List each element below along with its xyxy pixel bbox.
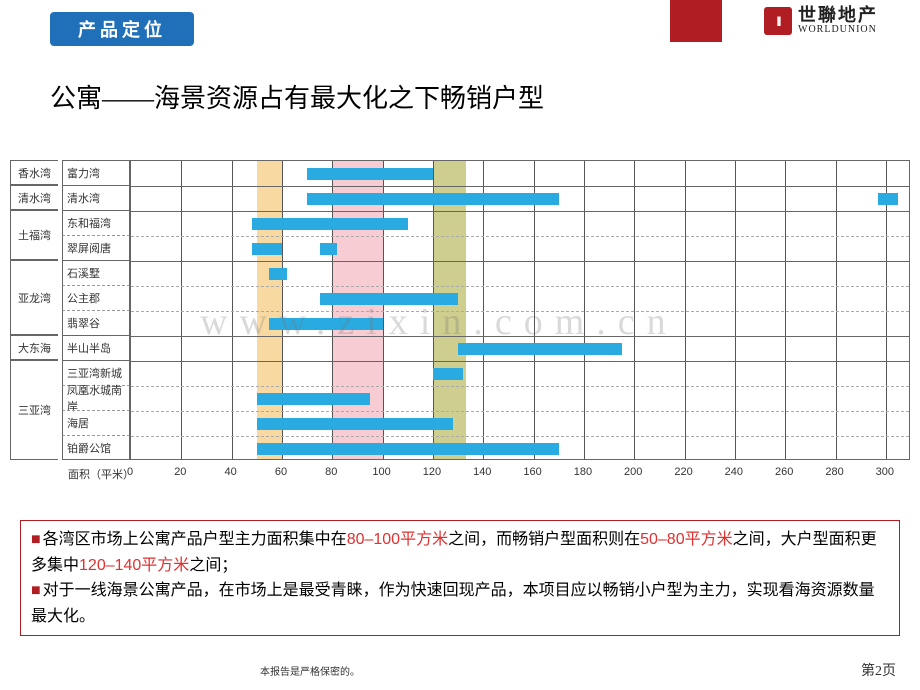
logo-mark-icon: ||||| — [764, 7, 792, 35]
chart-x-tick: 180 — [574, 466, 592, 478]
logo-en: WORLDUNION — [798, 24, 878, 36]
chart-x-tick: 160 — [523, 466, 541, 478]
section-tag: 产品定位 — [50, 12, 194, 46]
bullet-icon: ■ — [31, 531, 41, 548]
chart-row-divider — [131, 286, 909, 287]
chart-x-tick: 240 — [725, 466, 743, 478]
chart-row-divider — [131, 261, 909, 262]
chart-row-divider — [131, 411, 909, 412]
chart-row-label: 富力湾 — [62, 160, 130, 185]
chart-gridline — [383, 161, 384, 459]
bullet-icon: ■ — [31, 582, 41, 599]
page-title: 公寓——海景资源占有最大化之下畅销户型 — [50, 78, 544, 115]
chart-gridline — [785, 161, 786, 459]
chart-row-divider — [131, 311, 909, 312]
chart-gridline — [232, 161, 233, 459]
chart-bar — [878, 193, 898, 205]
chart-gridline — [584, 161, 585, 459]
chart-row-divider — [131, 361, 909, 362]
chart-x-tick: 300 — [876, 466, 894, 478]
chart-row-label: 清水湾 — [62, 185, 130, 210]
chart-x-tick: 100 — [372, 466, 390, 478]
chart-row-label: 翠屏阅唐 — [62, 235, 130, 260]
chart-x-tick: 200 — [624, 466, 642, 478]
chart-gridline — [433, 161, 434, 459]
chart-bar — [257, 418, 453, 430]
chart-row-label: 海居 — [62, 410, 130, 435]
chart-x-tick: 80 — [325, 466, 337, 478]
chart-x-tick: 140 — [473, 466, 491, 478]
chart-group-label: 三亚湾 — [10, 360, 58, 460]
chart-group-label: 土福湾 — [10, 210, 58, 260]
chart-row-divider — [131, 211, 909, 212]
chart-x-tick: 260 — [775, 466, 793, 478]
chart-row-label: 翡翠谷 — [62, 310, 130, 335]
chart-row-labels: 富力湾清水湾东和福湾翠屏阅唐石溪墅公主郡翡翠谷半山半岛三亚湾新城凤凰水城南岸海居… — [62, 160, 130, 460]
note-line-1: ■各湾区市场上公寓产品户型主力面积集中在80–100平方米之间，而畅销户型面积则… — [31, 527, 889, 578]
chart-gridline — [836, 161, 837, 459]
chart-group-label: 香水湾 — [10, 160, 58, 185]
notes-box: ■各湾区市场上公寓产品户型主力面积集中在80–100平方米之间，而畅销户型面积则… — [20, 520, 900, 636]
footer-confidential: 本报告是严格保密的。 — [260, 663, 360, 678]
range-bar-chart: 香水湾清水湾土福湾亚龙湾大东海三亚湾 富力湾清水湾东和福湾翠屏阅唐石溪墅公主郡翡… — [10, 160, 910, 500]
chart-bar — [433, 368, 463, 380]
chart-group-label: 亚龙湾 — [10, 260, 58, 335]
logo-cn: 世聯地产 — [798, 6, 878, 24]
chart-row-label: 半山半岛 — [62, 335, 130, 360]
chart-row-label: 铂爵公馆 — [62, 435, 130, 460]
chart-gridline — [534, 161, 535, 459]
chart-band — [332, 161, 382, 459]
chart-row-label: 东和福湾 — [62, 210, 130, 235]
chart-x-tick: 120 — [423, 466, 441, 478]
page-number: 第2页 — [861, 660, 896, 680]
chart-gridline — [332, 161, 333, 459]
chart-x-tick: 220 — [674, 466, 692, 478]
chart-x-tick: 60 — [275, 466, 287, 478]
note-line-2: ■对于一线海景公寓产品，在市场上是最受青睐，作为快速回现产品，本项目应以畅销小户… — [31, 578, 889, 629]
chart-bar — [458, 343, 622, 355]
chart-bar — [269, 268, 287, 280]
chart-x-tick: 20 — [174, 466, 186, 478]
chart-bar — [320, 293, 458, 305]
chart-row-label: 公主郡 — [62, 285, 130, 310]
chart-bar — [252, 218, 408, 230]
chart-gridline — [685, 161, 686, 459]
chart-gridline — [634, 161, 635, 459]
chart-plot-area — [130, 160, 910, 460]
chart-row-divider — [131, 336, 909, 337]
chart-bar — [257, 393, 370, 405]
chart-band — [257, 161, 282, 459]
chart-x-axis-title: 面积（平米） — [68, 466, 134, 482]
chart-group-labels: 香水湾清水湾土福湾亚龙湾大东海三亚湾 — [10, 160, 58, 460]
chart-gridline — [735, 161, 736, 459]
chart-gridline — [282, 161, 283, 459]
chart-x-tick: 40 — [225, 466, 237, 478]
chart-gridline — [181, 161, 182, 459]
chart-bar — [257, 443, 559, 455]
chart-row-label: 凤凰水城南岸 — [62, 385, 130, 410]
chart-row-divider — [131, 436, 909, 437]
chart-gridline — [483, 161, 484, 459]
chart-band — [433, 161, 466, 459]
chart-bar — [269, 318, 382, 330]
chart-gridline — [886, 161, 887, 459]
chart-x-axis: 0204060801001201401601802002202402602803… — [130, 460, 910, 480]
chart-bar — [307, 168, 433, 180]
chart-row-divider — [131, 236, 909, 237]
chart-bar — [252, 243, 282, 255]
chart-bar — [307, 193, 559, 205]
chart-row-label: 石溪墅 — [62, 260, 130, 285]
chart-bar — [320, 243, 338, 255]
chart-x-tick: 280 — [825, 466, 843, 478]
chart-group-label: 大东海 — [10, 335, 58, 360]
chart-row-divider — [131, 186, 909, 187]
chart-row-divider — [131, 386, 909, 387]
chart-group-label: 清水湾 — [10, 185, 58, 210]
logo: ||||| 世聯地产 WORLDUNION — [720, 0, 920, 42]
